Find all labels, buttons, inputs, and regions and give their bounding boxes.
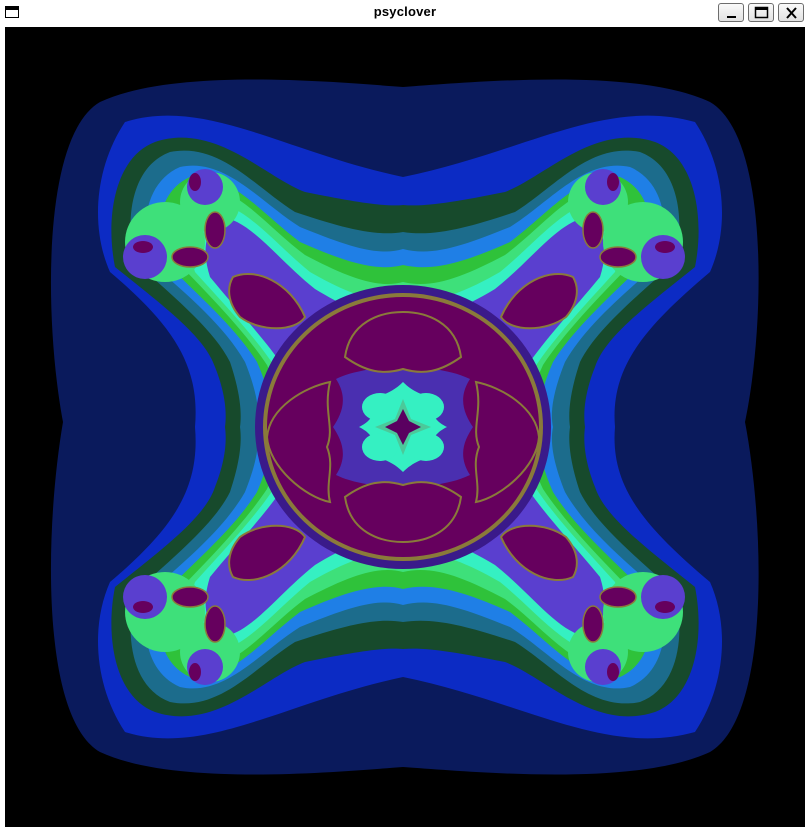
close-icon: [786, 7, 797, 19]
fractal-lobe-left: [265, 380, 332, 504]
fractal-lobe-right: [474, 380, 541, 504]
fractal-center-flower: [359, 382, 447, 472]
window-menu-icon[interactable]: [5, 6, 19, 18]
window-title: psyclover: [373, 4, 437, 19]
close-button[interactable]: [778, 3, 804, 22]
fractal-lobe-top: [343, 310, 463, 373]
fractal-corner-clusters: [123, 169, 685, 685]
maximize-icon: [754, 6, 769, 19]
fractal-diagonal-lobes: [228, 272, 578, 582]
minimize-button[interactable]: [718, 3, 744, 22]
fractal-image: [50, 79, 759, 775]
fractal-canvas[interactable]: [5, 27, 805, 827]
minimize-icon: [727, 16, 736, 18]
fractal-lobe-bottom: [343, 481, 463, 544]
title-bar[interactable]: psyclover: [0, 0, 810, 26]
maximize-button[interactable]: [748, 3, 774, 22]
